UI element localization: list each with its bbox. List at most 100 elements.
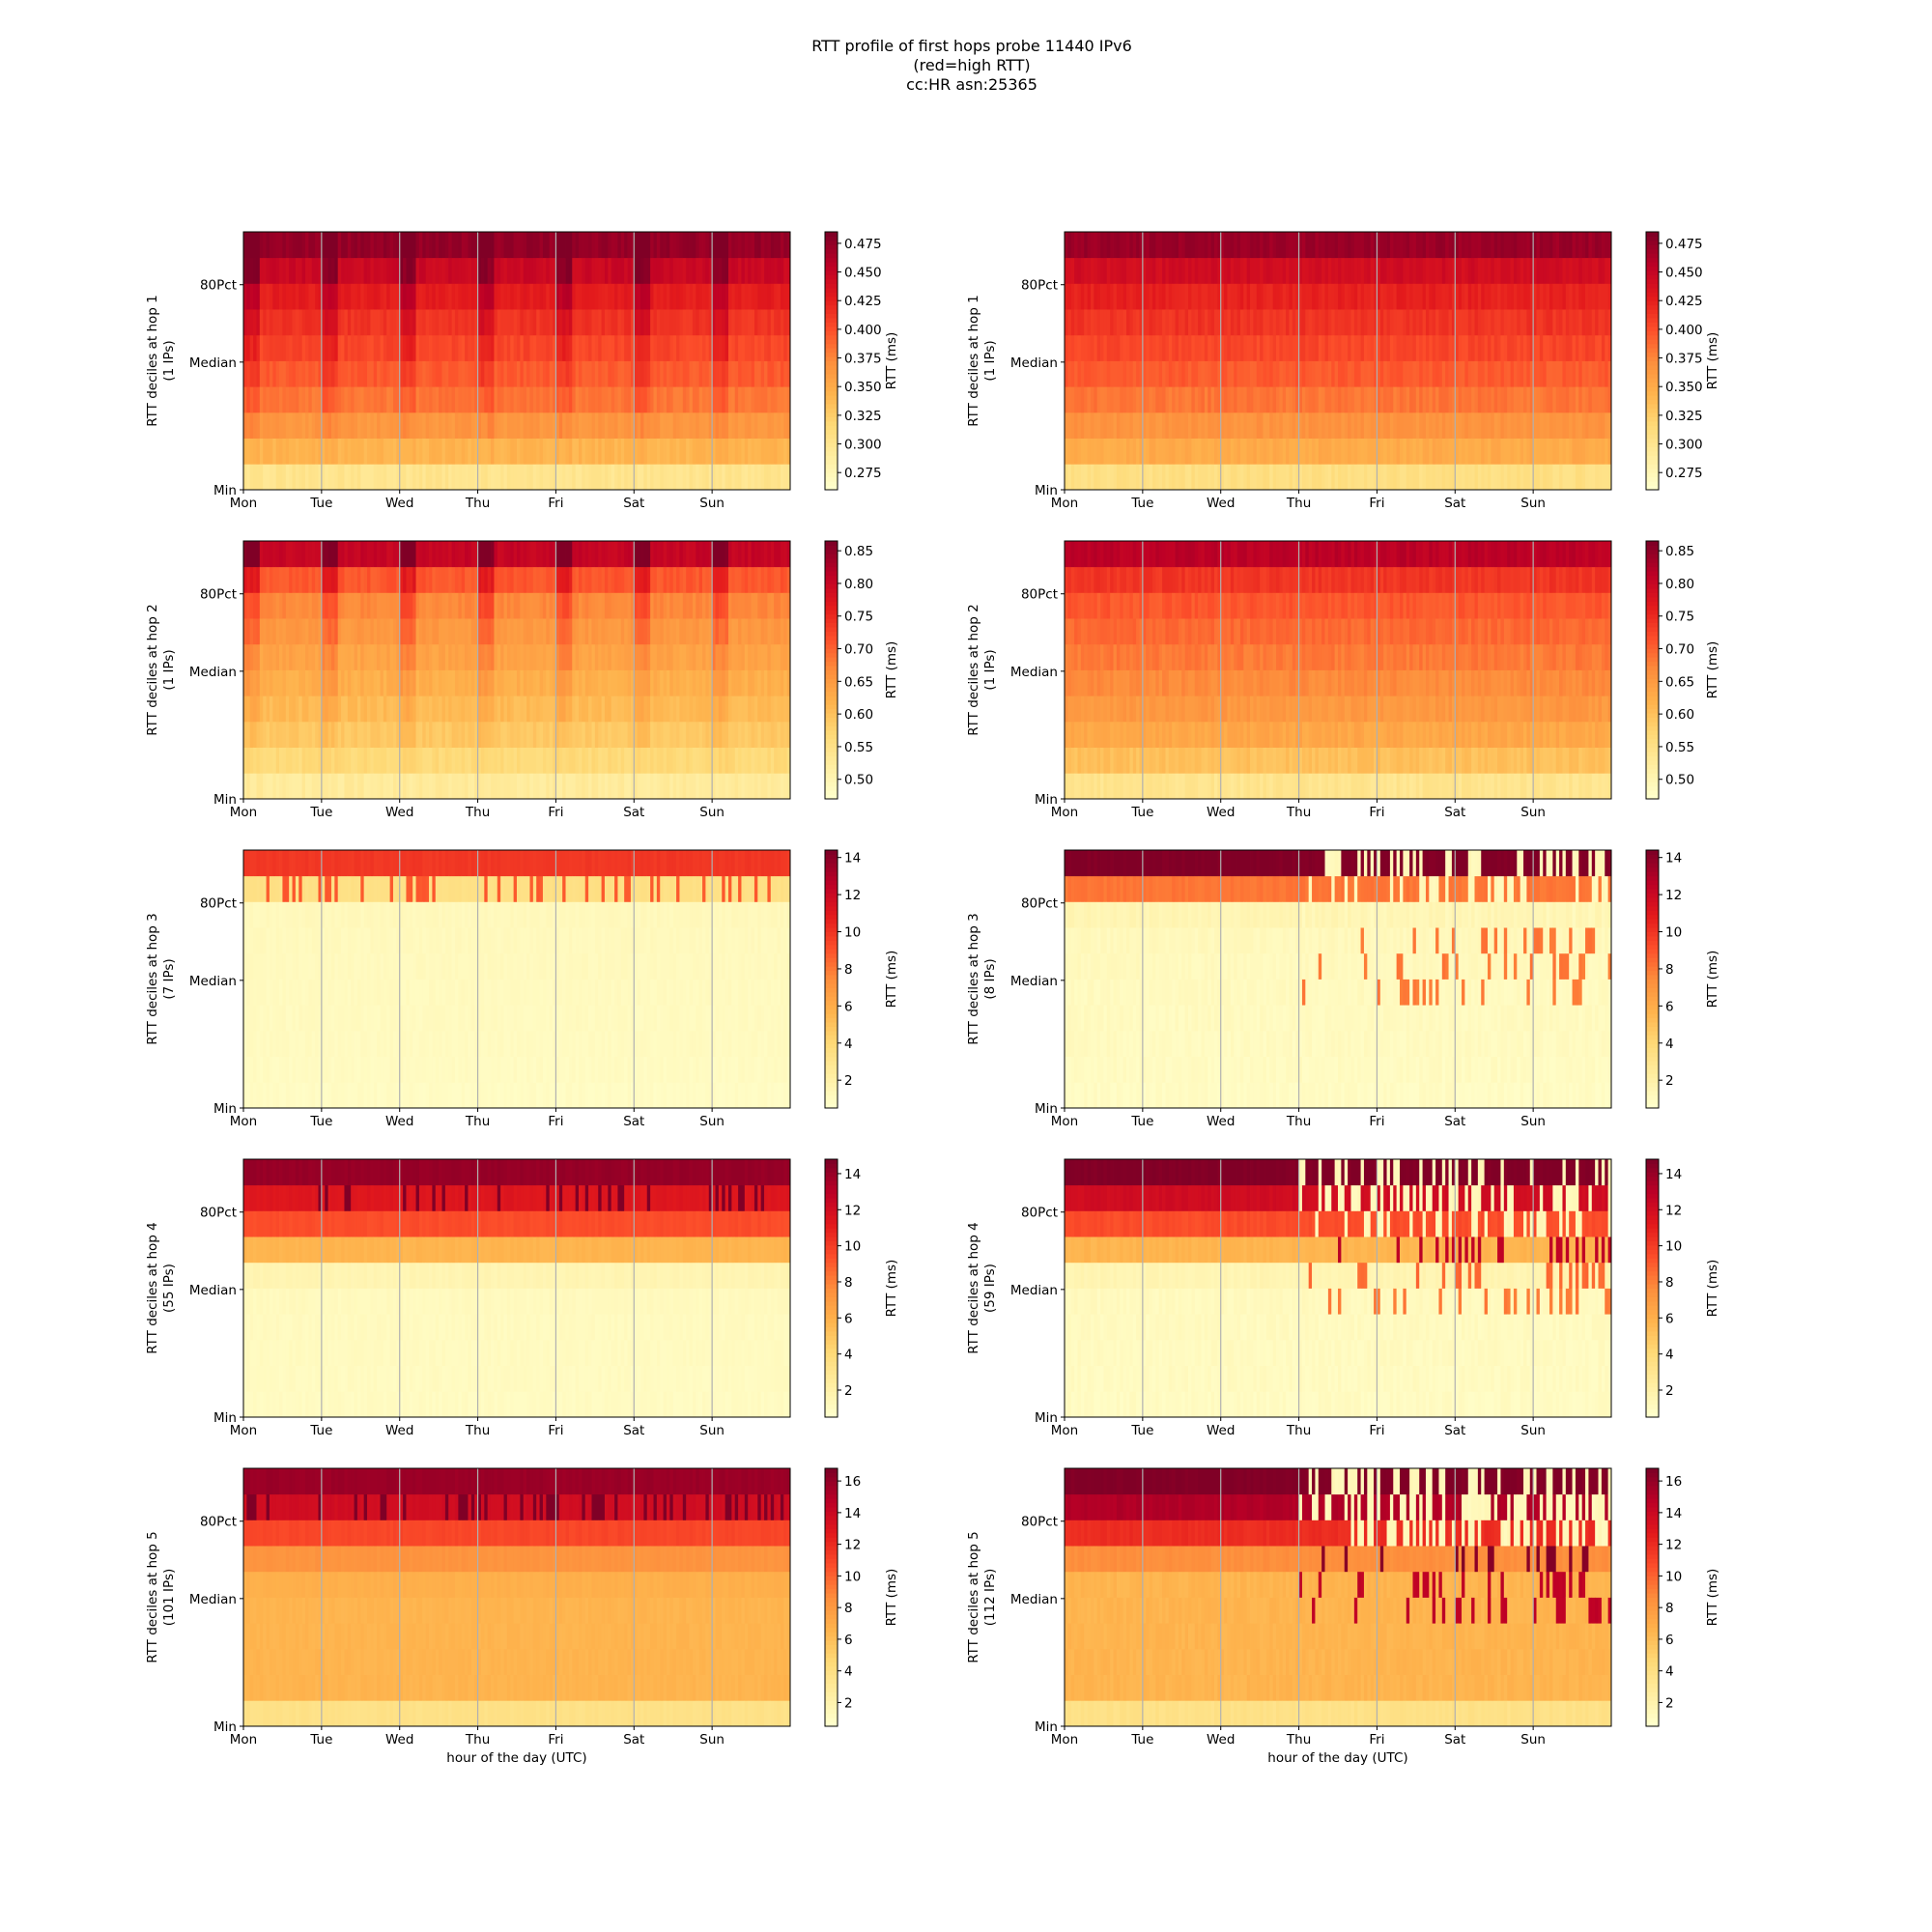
heatmap-cell xyxy=(741,232,746,259)
heatmap-cell xyxy=(1129,309,1134,336)
heatmap-cell xyxy=(663,232,668,259)
heatmap-cell xyxy=(334,309,339,336)
heatmap-cell xyxy=(318,438,323,465)
heatmap-cell xyxy=(406,721,411,748)
heatmap-cell xyxy=(643,257,648,284)
heatmap-cell xyxy=(480,773,485,800)
heatmap-cell xyxy=(1607,438,1612,465)
heatmap-cell xyxy=(253,464,257,491)
heatmap-cell xyxy=(532,566,537,593)
heatmap-cell xyxy=(643,618,648,645)
heatmap-cell xyxy=(1298,309,1303,336)
heatmap-cell xyxy=(441,721,446,748)
heatmap-cell xyxy=(491,747,495,774)
heatmap-cell xyxy=(676,360,680,387)
heatmap-cell xyxy=(1106,309,1111,336)
heatmap-cell xyxy=(1318,257,1322,284)
heatmap-cell xyxy=(604,464,609,491)
heatmap-cell xyxy=(1588,360,1593,387)
heatmap-cell xyxy=(708,438,713,465)
heatmap-cell xyxy=(1448,309,1453,336)
heatmap-cell xyxy=(689,566,694,593)
heatmap-cell xyxy=(650,643,654,670)
heatmap-cell xyxy=(637,309,641,336)
heatmap-cell xyxy=(696,541,700,568)
y-tick-label: Median xyxy=(189,355,237,371)
heatmap-cell xyxy=(1331,283,1336,310)
heatmap-cell xyxy=(660,643,665,670)
heatmap-cell xyxy=(1312,232,1316,259)
heatmap-cell xyxy=(259,283,264,310)
colorbar-segment xyxy=(825,236,838,242)
heatmap-cell xyxy=(656,438,661,465)
heatmap-cell xyxy=(1507,334,1511,361)
heatmap-cell xyxy=(1341,334,1346,361)
heatmap-cell xyxy=(1275,309,1280,336)
heatmap-cell xyxy=(377,643,381,670)
heatmap-cell xyxy=(696,618,700,645)
heatmap-cell xyxy=(360,541,365,568)
heatmap-cell xyxy=(1552,232,1557,259)
heatmap-cell xyxy=(1572,360,1577,387)
heatmap-cell xyxy=(549,541,554,568)
heatmap-cell xyxy=(663,464,668,491)
heatmap-cell xyxy=(582,643,586,670)
heatmap-cell xyxy=(477,464,482,491)
heatmap-cell xyxy=(1462,309,1465,336)
heatmap-cell xyxy=(1282,412,1287,439)
heatmap-cell xyxy=(656,283,661,310)
heatmap-cell xyxy=(1201,334,1206,361)
heatmap-cell xyxy=(389,566,394,593)
heatmap-cell xyxy=(354,773,358,800)
heatmap-cell xyxy=(1432,257,1436,284)
heatmap-cell xyxy=(523,541,527,568)
colorbar-segment xyxy=(1646,468,1659,473)
heatmap-cell xyxy=(477,334,482,361)
heatmap-cell xyxy=(604,309,609,336)
heatmap-cell xyxy=(565,232,570,259)
heatmap-cell xyxy=(1146,386,1150,413)
heatmap-cell xyxy=(689,541,694,568)
colorbar-segment xyxy=(1646,322,1659,327)
heatmap-cell xyxy=(282,643,287,670)
heatmap-cell xyxy=(497,412,501,439)
heatmap-cell xyxy=(1360,360,1365,387)
heatmap-cell xyxy=(744,438,749,465)
heatmap-cell xyxy=(783,257,788,284)
heatmap-cell xyxy=(584,773,589,800)
heatmap-cell xyxy=(351,334,355,361)
heatmap-cell xyxy=(370,360,375,387)
heatmap-cell xyxy=(403,618,407,645)
heatmap-cell xyxy=(1474,386,1479,413)
heatmap-cell xyxy=(1080,334,1085,361)
heatmap-cell xyxy=(337,773,342,800)
heatmap-cell xyxy=(1139,386,1144,413)
heatmap-cell xyxy=(1305,283,1310,310)
heatmap-cell xyxy=(451,541,456,568)
heatmap-cell xyxy=(722,464,726,491)
heatmap-cell xyxy=(553,309,556,336)
heatmap-cell xyxy=(1383,438,1387,465)
heatmap-cell xyxy=(640,669,644,696)
heatmap-cell xyxy=(272,386,277,413)
heatmap-cell xyxy=(1220,334,1225,361)
heatmap-cell xyxy=(1555,334,1560,361)
heatmap-cell xyxy=(767,464,772,491)
heatmap-cell xyxy=(1260,386,1264,413)
heatmap-cell xyxy=(409,257,413,284)
heatmap-cell xyxy=(330,773,335,800)
heatmap-cell xyxy=(660,618,665,645)
heatmap-cell xyxy=(1360,438,1365,465)
heatmap-cell xyxy=(1165,438,1170,465)
heatmap-cell xyxy=(1256,386,1261,413)
heatmap-cell xyxy=(1497,334,1501,361)
heatmap-cell xyxy=(1312,309,1316,336)
heatmap-cell xyxy=(1210,232,1215,259)
heatmap-cell xyxy=(532,669,537,696)
heatmap-cell xyxy=(272,412,277,439)
heatmap-cell xyxy=(1106,257,1111,284)
heatmap-cell xyxy=(751,464,755,491)
heatmap-cell xyxy=(1341,257,1346,284)
heatmap-cell xyxy=(1396,309,1401,336)
heatmap-cell xyxy=(653,592,658,619)
